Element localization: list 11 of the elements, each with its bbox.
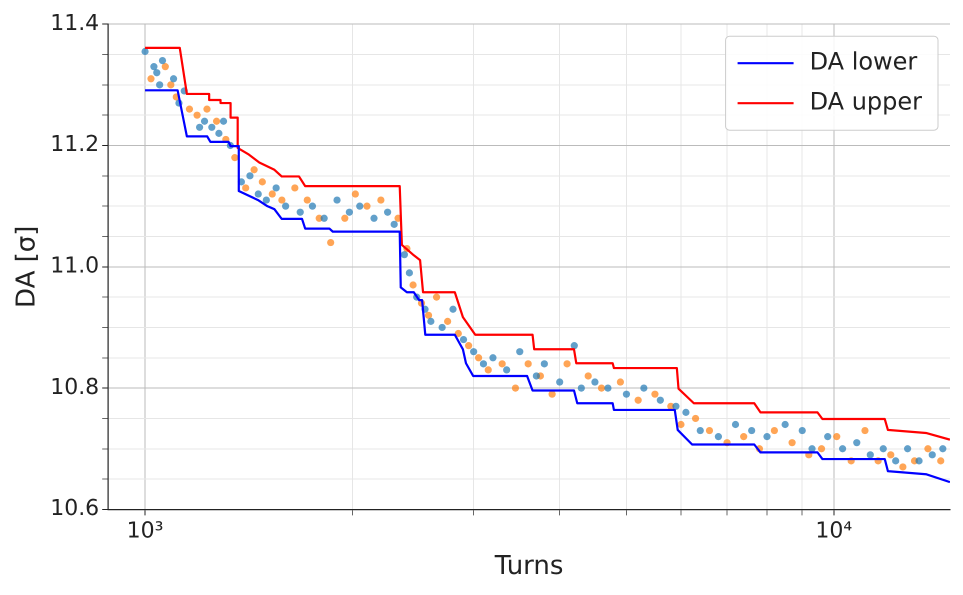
x-tick-label: 10³	[126, 518, 164, 544]
y-tick-label: 11.0	[50, 254, 100, 279]
legend-label: DA lower	[810, 47, 918, 76]
y-tick-label: 10.6	[50, 496, 100, 522]
x-axis-title: Turns	[494, 551, 564, 582]
y-tick-label: 11.2	[50, 132, 100, 158]
x-tick-label: 10⁴	[815, 518, 852, 544]
y-tick-label: 11.4	[50, 10, 100, 36]
y-tick-label: 10.8	[50, 374, 100, 400]
y-axis-title: DA [σ]	[11, 226, 42, 308]
legend-label: DA upper	[810, 87, 922, 116]
